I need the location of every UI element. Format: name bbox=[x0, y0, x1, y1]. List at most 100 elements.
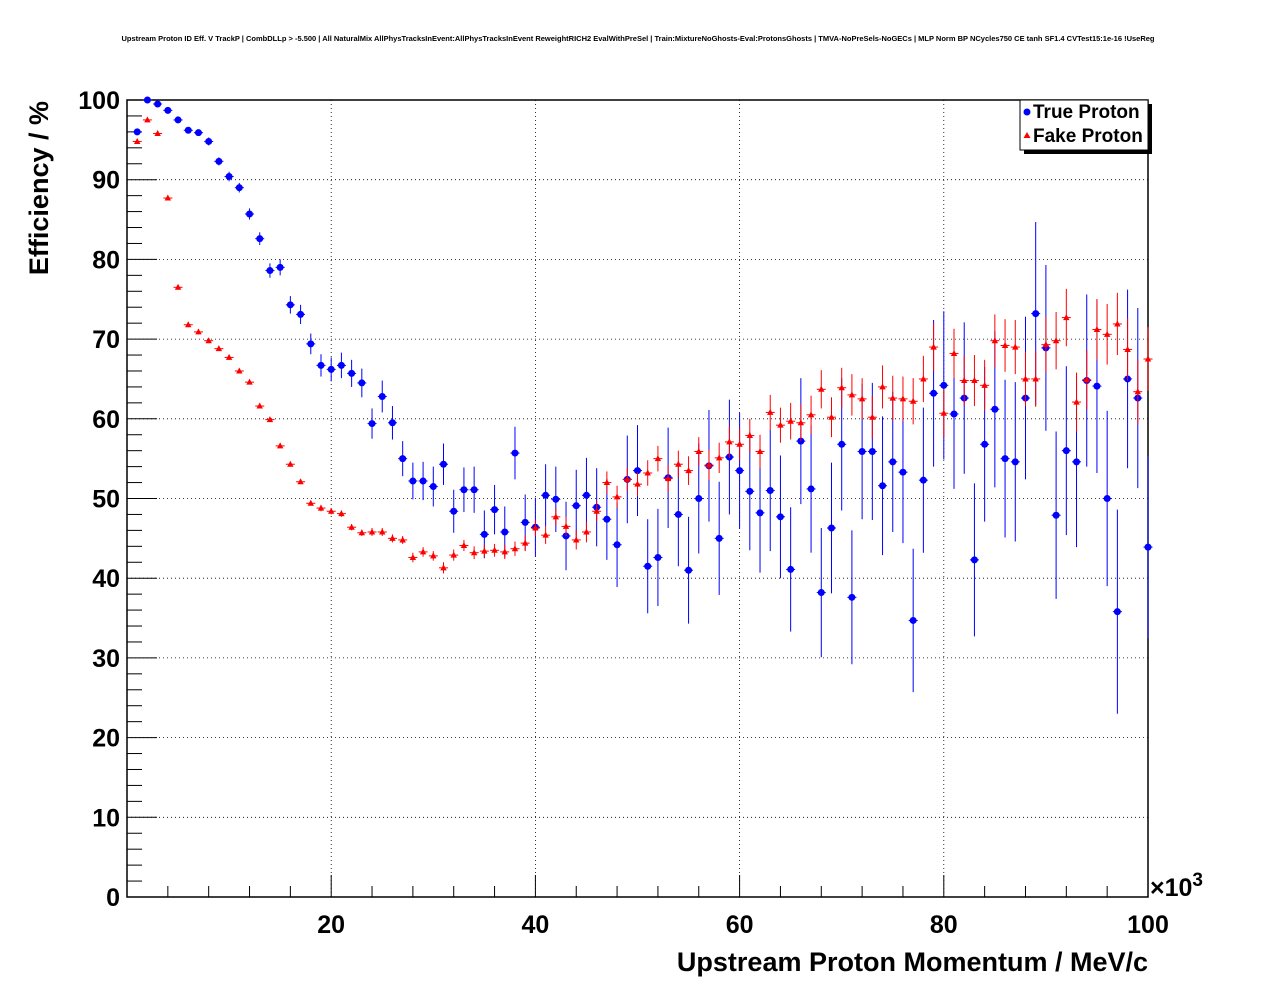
marker-circle bbox=[940, 381, 948, 389]
data-point bbox=[296, 478, 306, 485]
data-point bbox=[878, 416, 888, 556]
data-point bbox=[173, 283, 183, 290]
data-point bbox=[163, 106, 173, 114]
marker-triangle bbox=[205, 337, 212, 344]
data-point bbox=[918, 407, 928, 553]
data-point bbox=[316, 504, 326, 512]
data-point bbox=[684, 516, 694, 624]
marker-triangle bbox=[328, 507, 335, 514]
marker-circle bbox=[1093, 382, 1101, 390]
data-point bbox=[806, 425, 816, 553]
data-point bbox=[714, 481, 724, 595]
marker-circle bbox=[1144, 543, 1152, 551]
marker-triangle bbox=[368, 528, 376, 535]
data-point bbox=[724, 425, 734, 458]
marker-triangle bbox=[542, 531, 549, 538]
marker-circle bbox=[1011, 458, 1019, 466]
data-point bbox=[867, 395, 877, 439]
marker-triangle bbox=[869, 413, 876, 420]
data-point bbox=[765, 394, 775, 430]
marker-circle bbox=[991, 405, 999, 413]
marker-circle bbox=[1032, 310, 1040, 318]
data-point bbox=[643, 519, 653, 614]
legend-fake-proton-label: Fake Proton bbox=[1033, 126, 1143, 147]
x-multiplier-exp: 3 bbox=[1192, 870, 1203, 891]
data-point bbox=[459, 467, 469, 513]
marker-circle bbox=[399, 455, 407, 463]
data-point bbox=[1031, 351, 1041, 407]
data-markers bbox=[132, 96, 1153, 714]
axis-ticks bbox=[126, 99, 1149, 898]
marker-circle bbox=[348, 369, 356, 377]
marker-circle bbox=[388, 419, 396, 427]
marker-triangle bbox=[818, 385, 825, 392]
marker-triangle bbox=[338, 510, 345, 517]
data-point bbox=[275, 442, 285, 449]
data-point bbox=[1123, 318, 1133, 381]
data-point bbox=[326, 507, 336, 515]
x-tick-label: 60 bbox=[726, 911, 754, 939]
marker-triangle bbox=[726, 438, 733, 445]
data-point bbox=[173, 116, 183, 124]
data-point bbox=[949, 328, 959, 379]
data-point bbox=[255, 232, 265, 246]
marker-triangle bbox=[562, 522, 570, 529]
data-point bbox=[908, 548, 918, 693]
data-point bbox=[969, 483, 979, 637]
marker-circle bbox=[827, 524, 835, 532]
data-point bbox=[735, 428, 745, 461]
data-point bbox=[990, 314, 1000, 367]
marker-circle bbox=[450, 507, 458, 515]
data-point bbox=[643, 460, 653, 486]
data-point bbox=[694, 437, 704, 466]
marker-circle bbox=[654, 553, 662, 561]
data-point bbox=[1010, 382, 1020, 542]
marker-circle bbox=[746, 487, 754, 495]
data-point bbox=[1000, 379, 1010, 538]
marker-circle bbox=[613, 541, 621, 549]
data-point bbox=[142, 96, 152, 104]
data-point bbox=[398, 535, 408, 544]
marker-circle bbox=[358, 379, 366, 387]
data-point bbox=[347, 359, 357, 387]
marker-triangle bbox=[1114, 320, 1121, 327]
marker-triangle bbox=[1042, 341, 1050, 348]
data-point bbox=[816, 370, 826, 409]
y-tick-label: 90 bbox=[92, 167, 120, 195]
marker-circle bbox=[194, 129, 202, 137]
data-point bbox=[551, 508, 561, 526]
data-point bbox=[745, 418, 755, 453]
data-point bbox=[1143, 456, 1153, 638]
marker-triangle bbox=[440, 564, 447, 571]
marker-circle bbox=[276, 263, 284, 271]
data-point bbox=[581, 521, 591, 543]
data-point bbox=[826, 462, 836, 594]
data-point bbox=[837, 367, 847, 408]
marker-triangle bbox=[909, 397, 917, 404]
data-point bbox=[347, 523, 357, 531]
data-point bbox=[918, 355, 928, 403]
data-point bbox=[1061, 366, 1071, 536]
data-point bbox=[663, 465, 673, 493]
marker-triangle bbox=[532, 524, 539, 531]
marker-circle bbox=[776, 513, 784, 521]
marker-triangle bbox=[767, 408, 774, 415]
marker-triangle bbox=[593, 507, 600, 514]
data-point bbox=[449, 549, 459, 561]
marker-triangle bbox=[1124, 345, 1131, 352]
data-point bbox=[684, 456, 694, 485]
data-point bbox=[224, 171, 234, 182]
data-point bbox=[704, 449, 714, 481]
data-point bbox=[132, 137, 142, 144]
data-point bbox=[786, 507, 796, 632]
marker-circle bbox=[838, 440, 846, 448]
x-tick-label: 20 bbox=[317, 911, 345, 939]
data-point bbox=[622, 467, 632, 492]
marker-circle bbox=[429, 483, 437, 491]
marker-triangle bbox=[685, 467, 692, 474]
marker-triangle bbox=[317, 504, 325, 511]
marker-triangle bbox=[511, 545, 519, 552]
marker-triangle bbox=[225, 353, 233, 360]
data-point bbox=[888, 375, 898, 421]
data-point bbox=[234, 367, 244, 374]
